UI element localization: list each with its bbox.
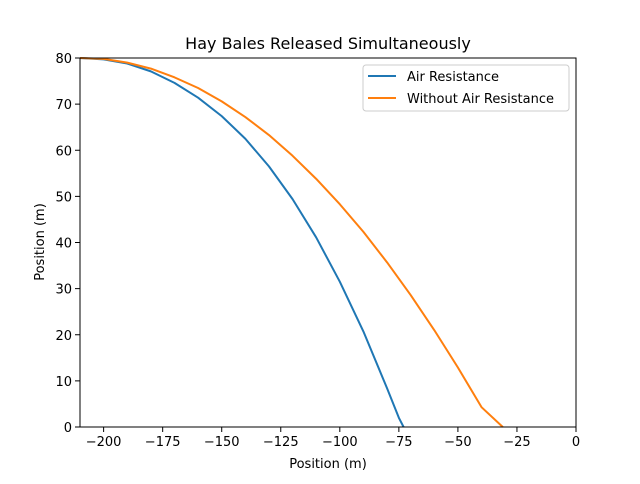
x-tick-label: −50 [444,435,471,450]
x-tick-label: −25 [503,435,530,450]
series-line-air-resistance [79,57,405,428]
y-tick-label: 70 [55,98,72,113]
legend-box [362,64,570,112]
y-tick-label: 0 [64,421,72,436]
x-tick-label: −175 [145,435,181,450]
x-tick-label: −125 [263,435,299,450]
y-tick-label: 80 [55,52,72,67]
x-tick-label: −200 [86,435,122,450]
y-tick-label: 50 [55,190,72,205]
chart-title: Hay Bales Released Simultaneously [185,34,471,53]
legend-label-air-resistance: Air Resistance [407,70,499,85]
series-line-without-air-resistance [79,57,504,428]
y-axis-ticks: 0 10 20 30 40 50 60 70 80 [55,52,80,436]
y-axis-label: Position (m) [33,203,48,281]
legend: Air Resistance Without Air Resistance [362,64,570,112]
legend-label-without-air-resistance: Without Air Resistance [407,92,554,107]
plot-frame [79,57,577,428]
x-axis-label: Position (m) [289,457,367,472]
x-tick-label: −75 [385,435,412,450]
y-tick-label: 10 [55,375,72,390]
x-tick-label: −150 [204,435,240,450]
y-tick-label: 40 [55,237,72,252]
x-tick-label: −100 [322,435,358,450]
y-tick-label: 30 [55,283,72,298]
x-axis-ticks: −200 −175 −150 −125 −100 −75 −50 −25 0 [86,427,580,450]
series-layer [79,57,504,428]
y-tick-label: 20 [55,329,72,344]
x-tick-label: 0 [572,435,580,450]
y-tick-label: 60 [55,144,72,159]
